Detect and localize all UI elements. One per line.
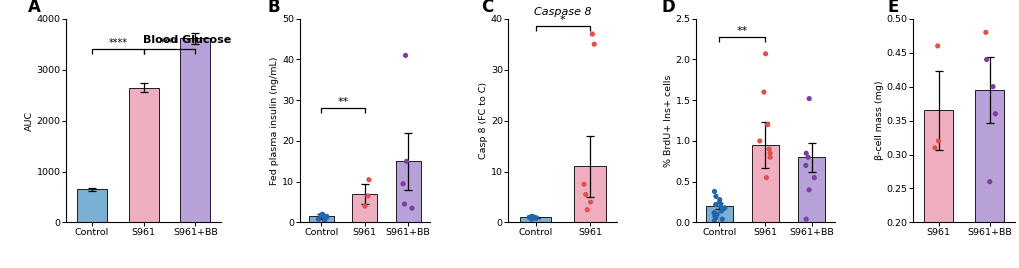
Point bbox=[926, 146, 943, 150]
Point bbox=[986, 112, 1003, 116]
Text: B: B bbox=[267, 0, 279, 16]
Text: **: ** bbox=[736, 26, 747, 36]
Bar bbox=[520, 217, 551, 222]
Point bbox=[712, 209, 729, 213]
Point bbox=[706, 214, 722, 218]
Bar bbox=[705, 206, 732, 222]
Bar bbox=[395, 161, 420, 222]
Point bbox=[713, 217, 730, 221]
Y-axis label: Fed plasma insulin (ng/mL): Fed plasma insulin (ng/mL) bbox=[270, 56, 279, 185]
Point bbox=[759, 122, 775, 127]
Point bbox=[361, 177, 377, 182]
Point bbox=[318, 214, 334, 218]
Point bbox=[708, 212, 725, 217]
Point bbox=[797, 163, 813, 168]
Point bbox=[582, 200, 598, 204]
Point bbox=[525, 215, 541, 219]
Bar bbox=[128, 87, 159, 222]
Point bbox=[800, 96, 816, 101]
Point bbox=[394, 182, 411, 186]
Text: C: C bbox=[481, 0, 493, 16]
Point bbox=[528, 216, 544, 220]
Point bbox=[577, 192, 593, 196]
Point bbox=[705, 211, 721, 215]
Y-axis label: Casp 8 (FC to C): Casp 8 (FC to C) bbox=[479, 82, 487, 159]
Text: ****: **** bbox=[108, 38, 127, 48]
Point bbox=[707, 202, 723, 207]
Bar bbox=[309, 216, 333, 222]
Bar bbox=[974, 90, 1004, 268]
Point bbox=[360, 194, 376, 198]
Point bbox=[396, 202, 413, 206]
Text: *: * bbox=[559, 15, 566, 25]
Point bbox=[797, 217, 813, 221]
Point bbox=[761, 155, 777, 159]
Point bbox=[712, 204, 729, 208]
Bar bbox=[574, 166, 605, 222]
Point bbox=[576, 182, 592, 187]
Bar bbox=[923, 110, 953, 268]
Point bbox=[523, 217, 539, 222]
Text: A: A bbox=[28, 0, 41, 16]
Point bbox=[800, 188, 816, 192]
Point bbox=[980, 180, 997, 184]
Point bbox=[761, 151, 777, 155]
Point bbox=[523, 214, 539, 218]
Bar bbox=[751, 145, 779, 222]
Point bbox=[714, 207, 731, 211]
Bar bbox=[352, 194, 377, 222]
Bar bbox=[180, 38, 210, 222]
Point bbox=[976, 30, 993, 35]
Bar bbox=[798, 157, 824, 222]
Text: **: ** bbox=[337, 97, 348, 107]
Text: D: D bbox=[660, 0, 675, 16]
Point bbox=[313, 213, 329, 217]
Point bbox=[317, 216, 333, 221]
Text: ****: **** bbox=[160, 38, 178, 48]
Point bbox=[711, 198, 728, 202]
Point bbox=[805, 176, 821, 180]
Point bbox=[711, 200, 728, 204]
Point bbox=[310, 217, 326, 221]
Point bbox=[527, 216, 543, 221]
Point bbox=[586, 42, 602, 46]
Point bbox=[397, 53, 414, 58]
Point bbox=[579, 207, 595, 212]
Y-axis label: % BrdU+ Ins+ cells: % BrdU+ Ins+ cells bbox=[663, 75, 672, 167]
Bar bbox=[77, 189, 107, 222]
Text: E: E bbox=[888, 0, 899, 16]
Point bbox=[357, 204, 373, 208]
Point bbox=[928, 44, 945, 48]
Point bbox=[398, 159, 415, 163]
Title: Caspase 8: Caspase 8 bbox=[534, 7, 591, 17]
Text: Blood Glucose: Blood Glucose bbox=[144, 35, 231, 45]
Point bbox=[755, 90, 771, 94]
Y-axis label: β-cell mass (mg): β-cell mass (mg) bbox=[874, 81, 883, 161]
Point bbox=[797, 151, 813, 155]
Point bbox=[757, 52, 773, 56]
Point bbox=[984, 84, 1001, 89]
Point bbox=[716, 206, 733, 210]
Point bbox=[707, 215, 723, 220]
Point bbox=[314, 212, 330, 217]
Point bbox=[404, 206, 420, 210]
Point bbox=[316, 218, 332, 222]
Point bbox=[707, 194, 723, 199]
Point bbox=[705, 219, 721, 223]
Point bbox=[977, 57, 994, 62]
Point bbox=[799, 155, 815, 159]
Point bbox=[751, 139, 767, 143]
Point bbox=[318, 215, 334, 220]
Point bbox=[757, 176, 773, 180]
Point bbox=[521, 215, 537, 219]
Point bbox=[584, 32, 600, 36]
Point bbox=[929, 139, 946, 143]
Y-axis label: AUC: AUC bbox=[24, 110, 34, 131]
Point bbox=[705, 189, 721, 193]
Point bbox=[760, 147, 776, 151]
